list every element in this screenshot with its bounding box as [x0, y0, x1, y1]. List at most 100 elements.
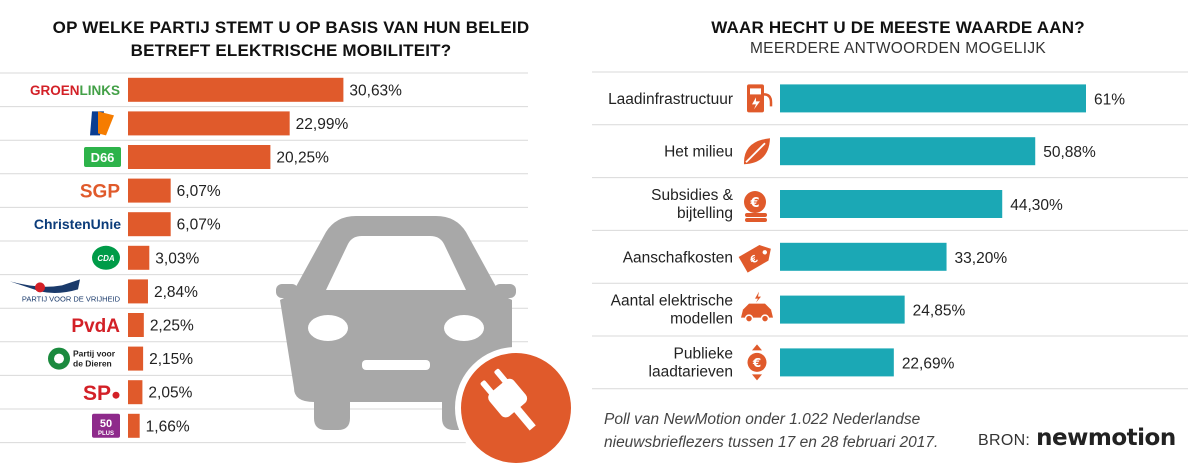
car-wheel-left — [744, 314, 754, 323]
coin-stack-2 — [745, 218, 767, 222]
bar-aanschafkosten — [780, 242, 947, 271]
tag-shape — [738, 245, 771, 273]
right-chart-subtitle: MEERDERE ANTWOORDEN MOGELIJK — [749, 40, 1047, 57]
pvdd-logo-line2: de Dieren — [73, 359, 112, 369]
car-grille — [362, 360, 430, 370]
leaf-vein — [745, 142, 766, 163]
value-label-vvd: 22,99% — [296, 116, 349, 133]
charging-station-icon — [747, 84, 773, 113]
bar-sgp — [128, 178, 171, 203]
price-tag-icon: € — [738, 245, 771, 273]
christenunie-logo: ChristenUnie — [34, 216, 121, 232]
vvd-logo-orange — [98, 111, 114, 136]
euro-sign: € — [752, 356, 761, 370]
electric-car-icon — [741, 291, 773, 323]
arrow-up — [752, 344, 762, 351]
vvd-logo — [90, 111, 114, 136]
left-chart-title: OP WELKE PARTIJ STEMT U OP BASIS VAN HUN… — [8, 16, 574, 62]
car-headlight-left — [308, 315, 348, 341]
footnote-line-1: Poll van NewMotion onder 1.022 Nederland… — [604, 411, 921, 428]
category-label-publieke-laadtarieven: Publieke laadtarieven — [649, 345, 733, 380]
euro-coins-icon: € — [744, 191, 767, 222]
value-label-publieke-laadtarieven: 22,69% — [902, 355, 955, 372]
party-bar-chart: 30,63% GROENLINKS 22,99% 20,25% D66 6,07% SGP 6… — [0, 72, 577, 469]
station-cable — [763, 93, 773, 107]
source-credit: BRON: newmotion — [978, 425, 1176, 451]
car-windshield-icon — [326, 236, 466, 290]
coin-euro: € — [749, 196, 759, 211]
d66-logo-box — [84, 147, 121, 167]
fiftyplus-logo-box — [92, 413, 120, 438]
value-label-aantal-elektrische-modellen: 24,85% — [913, 303, 966, 320]
category-label-laadinfrastructuur: Laadinfrastructuur — [608, 91, 733, 108]
category-label-subsidies-bijtelling: Subsidies & bijtelling — [651, 187, 734, 222]
source-label: BRON: — [978, 432, 1031, 449]
coin-stack-1 — [745, 213, 767, 217]
bar-groenlinks — [128, 77, 344, 102]
leaf-icon — [743, 138, 770, 165]
bar-subsidies-bijtelling — [780, 190, 1003, 218]
coin-top — [744, 191, 766, 213]
value-label-partij-voor-de-vrijheid: 2,84% — [154, 284, 198, 301]
bar-d66 — [128, 145, 271, 169]
newmotion-logo: newmotion — [1036, 425, 1176, 451]
pvda-logo: PvdA — [71, 316, 120, 337]
sp-logo: SP — [83, 382, 111, 405]
left-title-line-1: OP WELKE PARTIJ STEMT U OP BASIS VAN HUN… — [52, 18, 530, 37]
sp-logo-dot — [112, 391, 120, 399]
value-label-pvda: 2,25% — [150, 318, 194, 335]
pvv-logo: PARTIJ VOOR DE VRIJHEID — [22, 294, 121, 303]
car-bolt — [755, 291, 761, 303]
pvdd-logo-line1: Partij voor — [73, 349, 116, 359]
value-label-laadinfrastructuur: 61% — [1094, 91, 1125, 108]
plug-icon — [480, 368, 536, 431]
bar-partij-voor-de-vrijheid — [128, 279, 148, 304]
bar-50plus — [128, 413, 140, 438]
car-mirror-left — [276, 284, 298, 298]
pvdd-logo-inner — [54, 353, 64, 364]
bar-cda — [128, 245, 150, 270]
bar-partij-voor-de-dieren — [128, 346, 144, 371]
category-label-het-milieu: Het milieu — [664, 144, 733, 161]
arrow-down — [752, 374, 762, 381]
fiftyplus-logo: 50 — [100, 418, 112, 430]
bar-christenunie — [128, 212, 171, 237]
poll-footnote: Poll van NewMotion onder 1.022 Nederland… — [604, 408, 954, 454]
fiftyplus-logo-plus: PLUS — [98, 431, 114, 437]
value-label-aanschafkosten: 33,20% — [955, 250, 1008, 267]
bar-publieke-laadtarieven — [780, 348, 894, 377]
value-label-sp: 2,05% — [148, 385, 192, 402]
tag-hole — [762, 250, 767, 255]
value-label-subsidies-bijtelling: 44,30% — [1010, 197, 1063, 214]
cda-logo-shape — [92, 245, 120, 270]
value-label-christenunie: 6,07% — [177, 217, 221, 234]
car-headlight-right — [444, 315, 484, 341]
car-shape — [741, 303, 773, 318]
bar-het-milieu — [780, 137, 1036, 166]
station-bolt — [752, 97, 760, 110]
pvv-logo-wing — [10, 279, 80, 293]
value-label-50plus: 1,66% — [146, 418, 190, 435]
car-mirror-right — [494, 284, 516, 298]
bar-sp — [128, 380, 143, 405]
bar-aantal-elektrische-modellen — [780, 295, 905, 324]
value-label-sgp: 6,07% — [177, 183, 221, 200]
category-label-aantal-elektrische-modellen: Aantal elektrische modellen — [611, 293, 733, 328]
category-label-aanschafkosten: Aanschafkosten — [623, 249, 733, 266]
value-label-groenlinks: 30,63% — [349, 82, 402, 99]
sgp-logo: SGP — [80, 182, 120, 203]
bar-laadinfrastructuur — [780, 84, 1086, 113]
cda-logo: CDA — [97, 254, 115, 263]
d66-logo: D66 — [91, 150, 115, 165]
value-label-cda: 3,03% — [155, 250, 199, 267]
pvv-logo-dot — [35, 282, 45, 293]
electric-car-illustration — [276, 216, 577, 469]
euro-price-icon: € — [747, 344, 767, 381]
groenlinks-logo: GROENLINKS — [30, 83, 120, 98]
car-wheel-right — [760, 314, 770, 323]
value-label-d66: 20,25% — [276, 150, 329, 167]
value-label-partij-voor-de-dieren: 2,15% — [149, 351, 193, 368]
station-screen — [750, 88, 761, 95]
euro-circle — [747, 352, 767, 372]
